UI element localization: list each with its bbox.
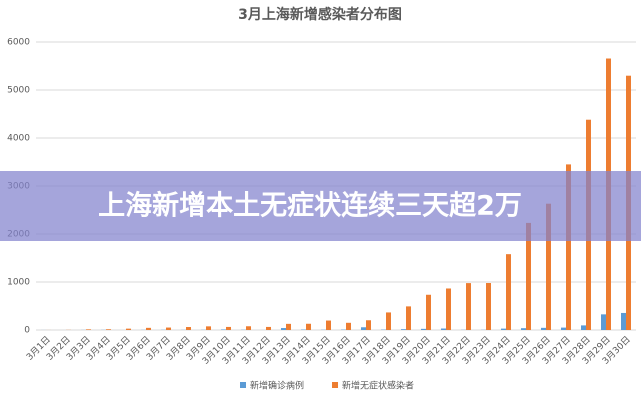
bar xyxy=(446,288,451,330)
bar xyxy=(501,328,506,330)
bar xyxy=(441,328,446,330)
bar xyxy=(601,314,606,330)
bar xyxy=(486,283,491,330)
bar xyxy=(581,325,586,330)
bar xyxy=(126,328,131,330)
legend-label: 新增确诊病例 xyxy=(250,380,304,392)
bar xyxy=(166,327,171,330)
bar xyxy=(406,306,411,330)
bar xyxy=(266,326,271,330)
bar xyxy=(281,328,286,330)
legend-swatch xyxy=(332,382,339,388)
bar xyxy=(346,322,351,330)
y-tick-label: 6000 xyxy=(7,38,30,48)
bar xyxy=(326,320,331,330)
legend-swatch xyxy=(240,382,246,388)
chart-title: 3月上海新增感染者分布图 xyxy=(238,6,402,23)
bar xyxy=(466,283,471,330)
y-tick-label: 5000 xyxy=(7,86,30,96)
bar xyxy=(401,329,406,330)
bar xyxy=(426,294,431,330)
bar xyxy=(306,323,311,330)
bar xyxy=(386,312,391,330)
bar xyxy=(521,328,526,330)
y-tick-label: 1000 xyxy=(7,278,30,288)
bar xyxy=(566,164,571,330)
bar xyxy=(246,326,251,330)
bar xyxy=(86,329,91,330)
bar xyxy=(146,327,151,330)
bar xyxy=(421,328,426,330)
legend-label: 新增无症状感染者 xyxy=(342,380,414,392)
bar xyxy=(106,329,111,330)
headline: 上海新增本土无症状连续三天超2万 xyxy=(98,190,522,222)
bar xyxy=(506,254,511,330)
bar xyxy=(561,327,566,330)
y-tick-label: 0 xyxy=(24,326,30,336)
bar xyxy=(546,203,551,330)
bar xyxy=(186,327,191,330)
bar xyxy=(361,327,366,330)
bar xyxy=(526,222,531,330)
bar xyxy=(226,326,231,330)
bar xyxy=(621,312,626,330)
bar xyxy=(206,326,211,330)
bar xyxy=(221,329,226,330)
headline-band xyxy=(0,171,641,241)
bar xyxy=(541,327,546,330)
bar xyxy=(286,323,291,330)
y-tick-label: 4000 xyxy=(7,134,30,144)
bar xyxy=(366,320,371,330)
